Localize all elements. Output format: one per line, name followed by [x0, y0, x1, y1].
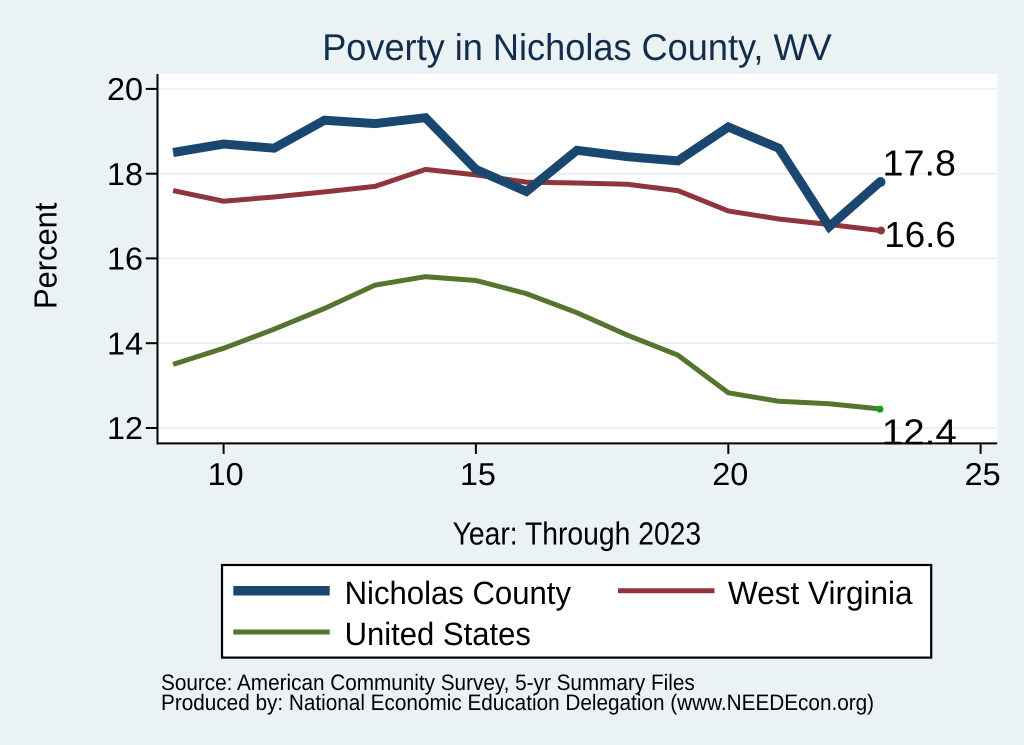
svg-text:20: 20 — [107, 71, 143, 107]
svg-text:16: 16 — [107, 241, 143, 277]
svg-text:18: 18 — [107, 156, 143, 192]
svg-text:Nicholas County: Nicholas County — [345, 575, 572, 611]
svg-text:Poverty in Nicholas County, WV: Poverty in Nicholas County, WV — [322, 26, 832, 68]
svg-text:United States: United States — [345, 616, 531, 652]
svg-text:12.4: 12.4 — [882, 412, 957, 453]
svg-text:West Virginia: West Virginia — [728, 575, 913, 611]
svg-text:Percent: Percent — [28, 202, 64, 309]
svg-text:Produced by: National Economic: Produced by: National Economic Education… — [161, 690, 874, 715]
svg-text:Year: Through 2023: Year: Through 2023 — [453, 516, 702, 552]
svg-text:12: 12 — [107, 410, 143, 446]
svg-text:Source: American Community Sur: Source: American Community Survey, 5-yr … — [161, 670, 695, 695]
svg-text:16.6: 16.6 — [884, 214, 956, 255]
svg-text:15: 15 — [460, 456, 496, 492]
svg-text:25: 25 — [965, 456, 1001, 492]
svg-text:20: 20 — [712, 456, 748, 492]
svg-text:10: 10 — [208, 456, 244, 492]
svg-text:17.8: 17.8 — [883, 142, 957, 183]
svg-text:14: 14 — [107, 325, 143, 361]
